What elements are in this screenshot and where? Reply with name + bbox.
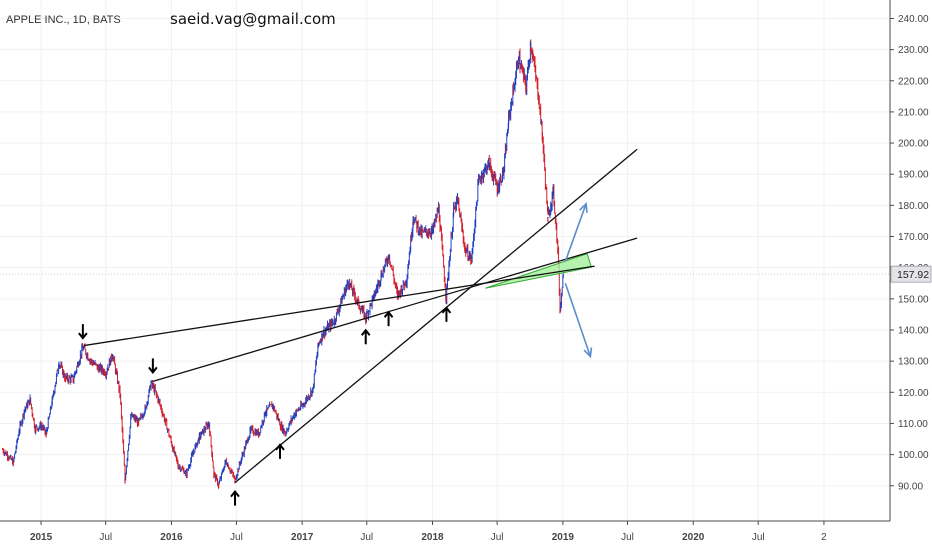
x-tick-label: Jul bbox=[360, 532, 373, 543]
up-arrow-icon-head bbox=[360, 328, 371, 336]
pivot-arrows bbox=[78, 306, 452, 506]
x-tick-label: 2017 bbox=[291, 532, 314, 543]
up-arrow-icon-head bbox=[441, 306, 452, 314]
last-price-badge bbox=[890, 265, 932, 283]
scenario-arrow-head bbox=[579, 202, 588, 213]
up-arrow-icon-head bbox=[230, 490, 240, 498]
trendline bbox=[83, 265, 595, 347]
x-tick-label: Jul bbox=[621, 532, 634, 543]
scenario-arrows bbox=[564, 202, 593, 359]
x-tick-label: 2020 bbox=[682, 532, 705, 543]
y-tick-label: 100.00 bbox=[898, 450, 929, 461]
y-tick-label: 210.00 bbox=[898, 107, 929, 118]
y-tick-label: 140.00 bbox=[898, 325, 929, 336]
y-tick-label: 180.00 bbox=[898, 201, 929, 212]
x-tick-label: Jul bbox=[491, 532, 504, 543]
price-series bbox=[2, 39, 564, 489]
x-tick-label: 2 bbox=[821, 532, 827, 543]
last-price-label: 157.92 bbox=[897, 269, 929, 281]
y-tick-label: 170.00 bbox=[898, 232, 929, 243]
up-arrow-icon-head bbox=[275, 443, 285, 451]
x-tick-label: Jul bbox=[752, 532, 765, 543]
trendlines bbox=[83, 148, 638, 484]
scenario-arrow-shaft bbox=[564, 283, 592, 357]
down-arrow-icon-head bbox=[148, 366, 158, 374]
axes: 90.00 100.00 110.00 120.00 130.00 140.00 150.0… bbox=[0, 0, 932, 543]
y-tick-label: 150.00 bbox=[898, 294, 929, 305]
x-tick-label: 2015 bbox=[30, 532, 53, 543]
scenario-arrow-head bbox=[583, 347, 593, 359]
y-tick-label: 220.00 bbox=[898, 76, 929, 87]
y-tick-label: 110.00 bbox=[898, 419, 928, 430]
down-arrow-icon-head bbox=[78, 332, 88, 340]
trendline bbox=[152, 237, 638, 383]
y-tick-label: 240.00 bbox=[898, 14, 929, 25]
y-tick-label: 130.00 bbox=[898, 357, 929, 368]
author-email: saeid.vag@gmail.com bbox=[170, 10, 336, 28]
wedge-triangle bbox=[485, 253, 593, 289]
y-tick-label: 120.00 bbox=[898, 388, 929, 399]
scenario-arrow-shaft bbox=[564, 203, 587, 262]
symbol-title: APPLE INC., 1D, BATS bbox=[6, 14, 121, 26]
x-tick-label: 2018 bbox=[421, 532, 444, 543]
y-tick-label: 230.00 bbox=[898, 45, 929, 56]
y-tick-label: 190.00 bbox=[898, 170, 929, 181]
trendline bbox=[234, 148, 638, 484]
x-tick-label: 2019 bbox=[552, 532, 575, 543]
x-tick-label: Jul bbox=[230, 532, 243, 543]
wedge-region bbox=[485, 253, 593, 289]
y-tick-label: 200.00 bbox=[898, 139, 929, 150]
grid bbox=[0, 0, 890, 521]
x-tick-label: Jul bbox=[99, 532, 112, 543]
up-arrow-icon-head bbox=[383, 310, 394, 318]
y-tick-label: 90.00 bbox=[898, 481, 923, 492]
x-tick-label: 2016 bbox=[160, 532, 183, 543]
